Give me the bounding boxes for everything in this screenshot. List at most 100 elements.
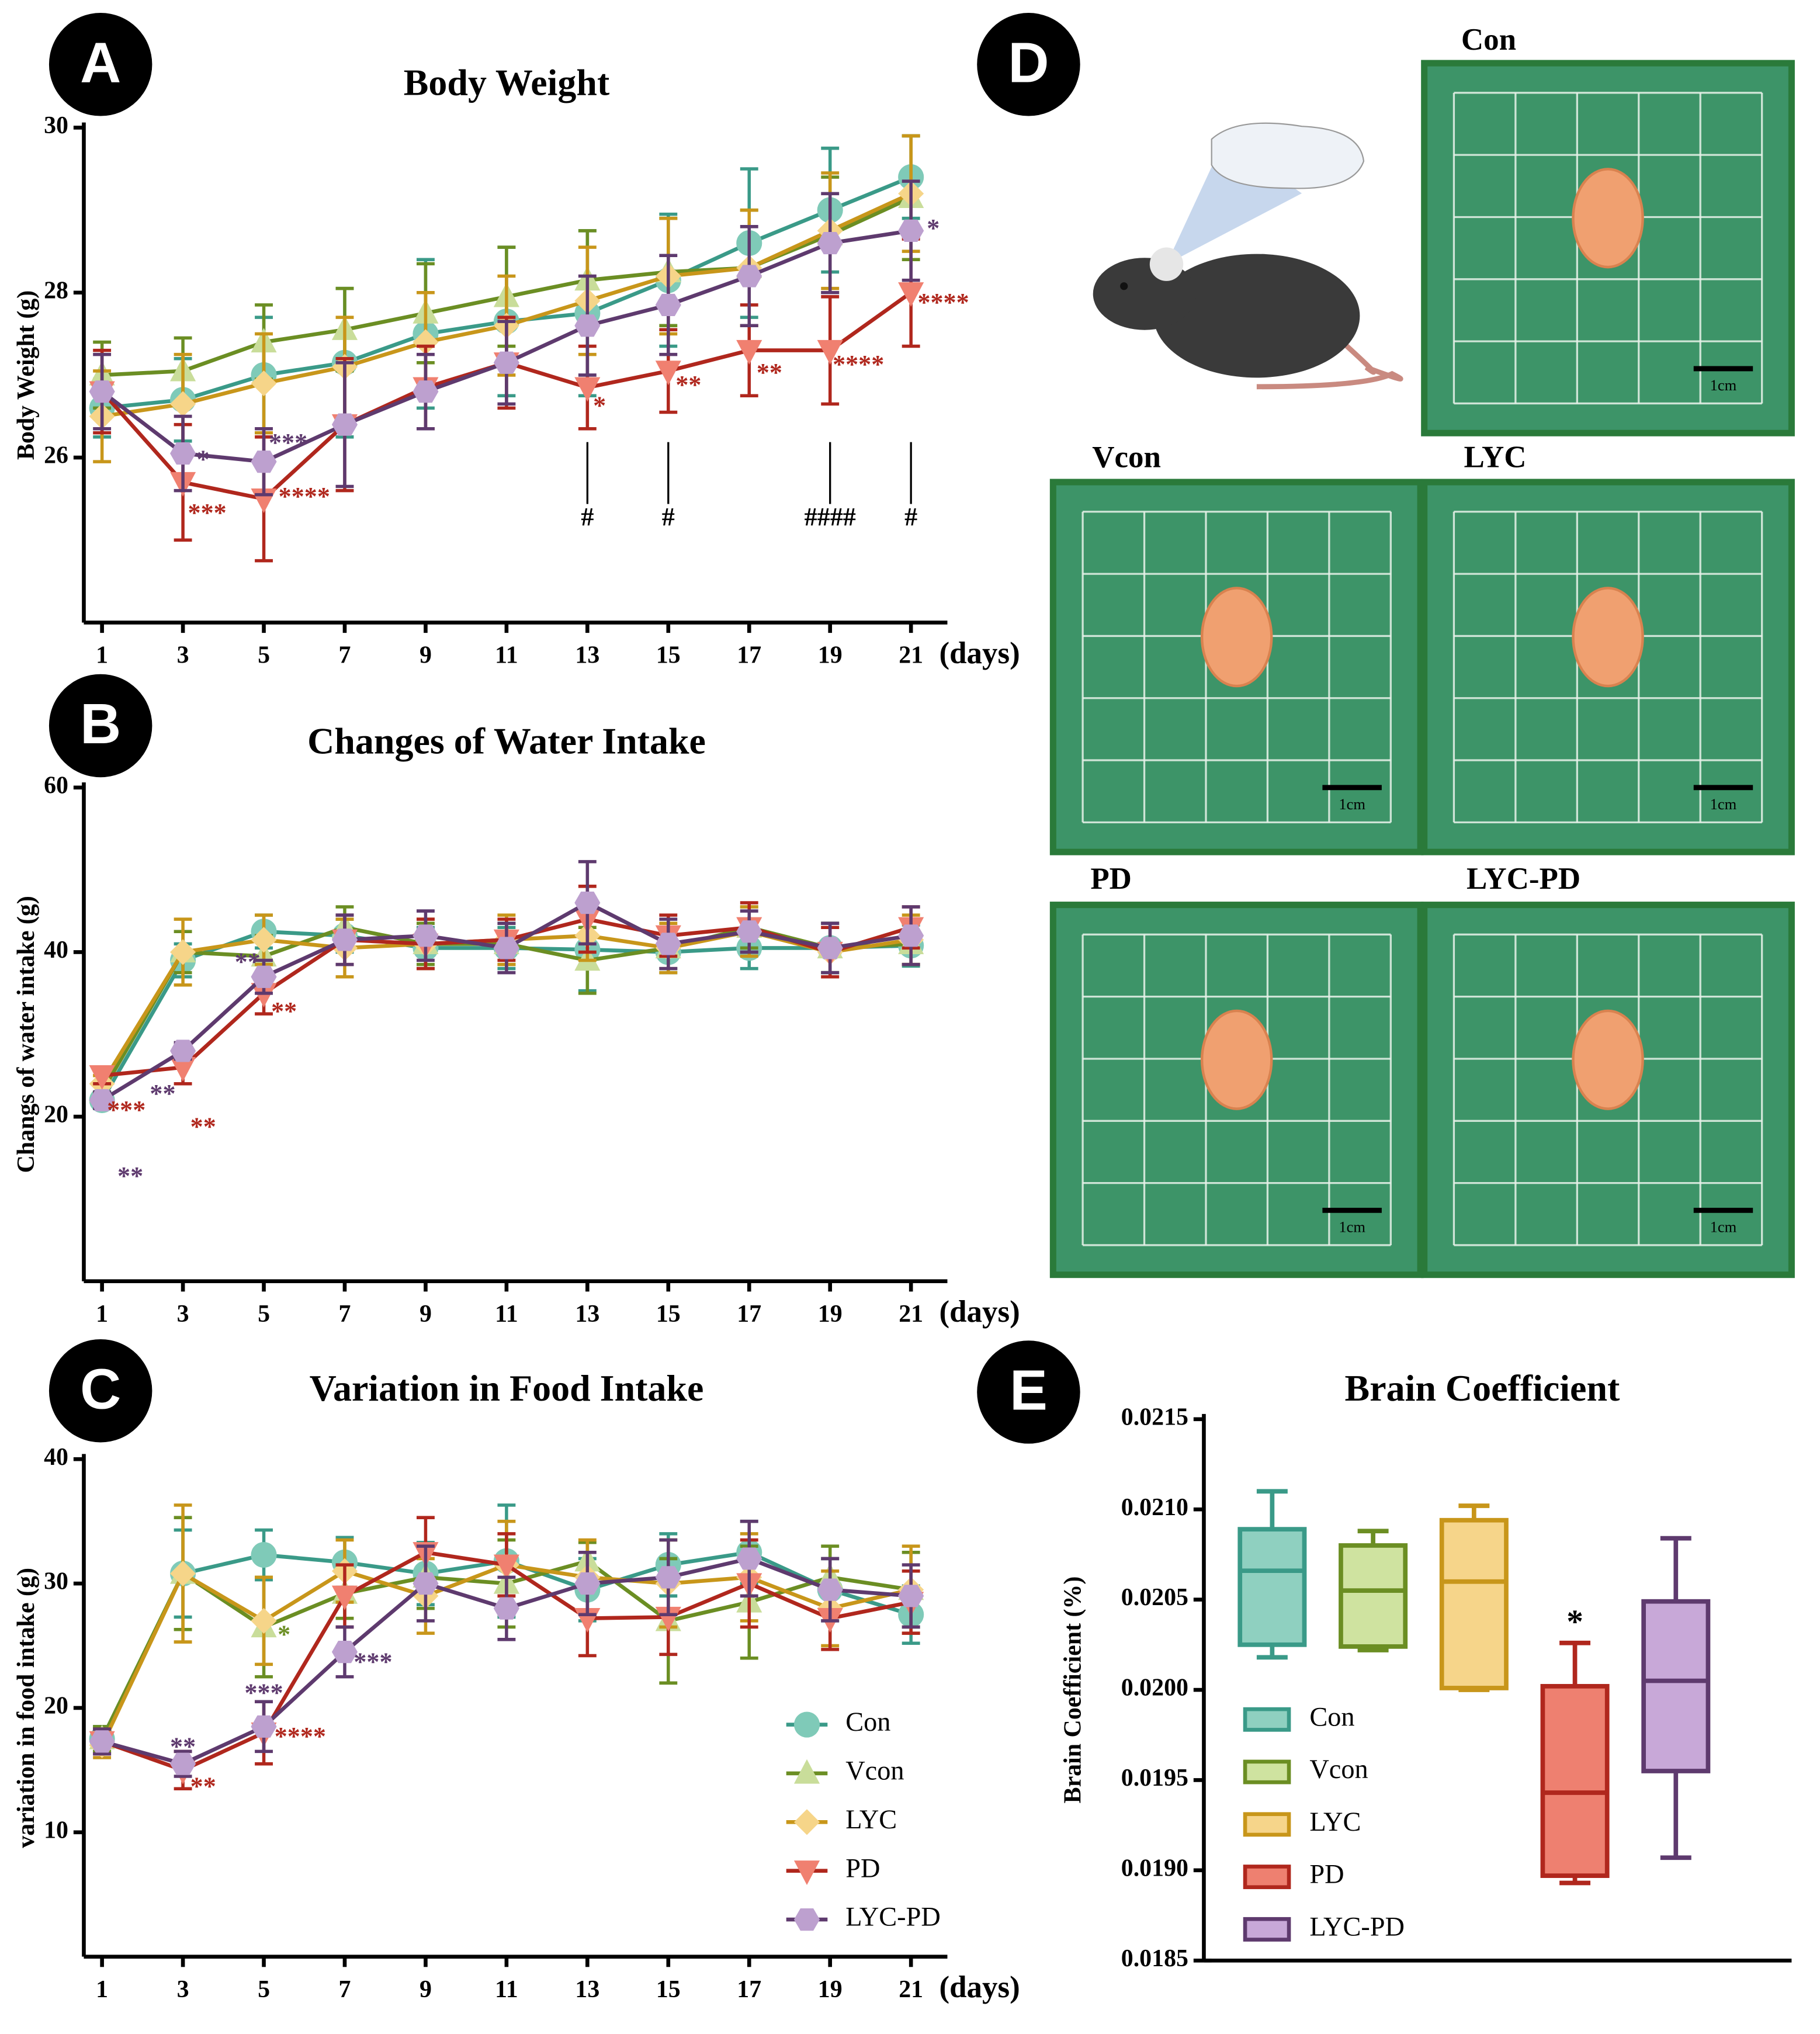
annotation: *** (244, 1679, 283, 1707)
legend-label: LYC-PD (1309, 1912, 1405, 1942)
annotation: ** (190, 1772, 216, 1800)
x-tick-label: 1 (96, 1976, 108, 2003)
x-tick-label: 1 (96, 1301, 108, 1328)
marker (170, 939, 196, 965)
group-label: Con (1461, 23, 1516, 57)
annotation: ** (757, 358, 782, 387)
whisker (1660, 1536, 1691, 1860)
brain-photo (1572, 168, 1644, 269)
legend-swatch (1243, 1707, 1291, 1732)
x-tick-label: 17 (737, 642, 761, 669)
whisker (1357, 1529, 1389, 1652)
x-tick-label: 17 (737, 1976, 761, 2003)
marker (817, 231, 843, 255)
marker (817, 937, 843, 959)
x-tick-label: 13 (575, 1301, 599, 1328)
marker (331, 928, 358, 951)
x-tick-label: 11 (495, 1301, 518, 1328)
marker (251, 370, 277, 397)
box (1540, 1683, 1610, 1878)
marker (493, 351, 519, 374)
annotation: ** (117, 1162, 143, 1190)
marker (655, 293, 681, 317)
marker (331, 1640, 358, 1664)
x-tick-label: 21 (899, 642, 923, 669)
x-tick-label: 5 (258, 1976, 270, 2003)
legend-swatch (1243, 1865, 1291, 1890)
annotation: ** (271, 997, 297, 1025)
group-label: LYC (1464, 441, 1527, 474)
x-tick-label: 5 (258, 1301, 270, 1328)
annotation: *** (188, 498, 227, 527)
marker (574, 891, 601, 914)
marker (412, 924, 439, 947)
y-tick-label: 30 (44, 1568, 68, 1595)
box (1641, 1599, 1711, 1773)
legend-marker (793, 1759, 820, 1784)
annotation: # (904, 503, 917, 531)
marker (251, 1607, 277, 1634)
x-tick-label: 17 (737, 1301, 761, 1328)
marker (170, 442, 196, 465)
x-tick-label: 19 (818, 642, 843, 669)
marker (412, 380, 439, 403)
y-tick-label: 26 (44, 442, 68, 469)
y-tick-label: 28 (44, 277, 68, 304)
panel-letter: C (80, 1357, 121, 1420)
x-tick-label: 19 (818, 1976, 843, 2003)
annotation: * (927, 214, 940, 242)
mouse-body (1153, 254, 1360, 378)
marker (251, 983, 277, 1008)
panel-letter: D (1008, 30, 1049, 94)
x-tick-label: 19 (818, 1301, 843, 1328)
x-tick-label: 21 (899, 1976, 923, 2003)
marker (412, 329, 439, 355)
scale-label: 1cm (1339, 795, 1365, 813)
y-axis-label: variation in food intake (g) (13, 1568, 40, 1848)
legend-swatch (1243, 1812, 1291, 1837)
marker (412, 1572, 439, 1595)
legend-marker (793, 1711, 820, 1738)
box (1237, 1527, 1307, 1647)
legend-marker (793, 1908, 820, 1931)
annotation: ** (675, 370, 701, 399)
marker (574, 377, 601, 402)
x-tick-label: 7 (339, 1976, 351, 2003)
group-label: LYC-PD (1467, 862, 1580, 896)
x-tick-label: 3 (177, 642, 189, 669)
annotation: * (1566, 1603, 1583, 1640)
marker (493, 937, 519, 959)
legend-marker (793, 1860, 820, 1885)
x-tick-label: 15 (656, 642, 681, 669)
annotation: *** (269, 428, 307, 457)
y-tick-label: 20 (44, 1693, 68, 1720)
x-tick-label: 7 (339, 1301, 351, 1328)
marker (89, 1065, 115, 1090)
marker (898, 219, 924, 242)
marker (736, 265, 762, 287)
box (1439, 1517, 1509, 1690)
x-axis-label: (days) (939, 1295, 1020, 1329)
x-tick-label: 7 (339, 642, 351, 669)
x-axis-label: (days) (939, 636, 1020, 670)
legend-label: PD (1309, 1860, 1344, 1890)
x-tick-label: 11 (495, 642, 518, 669)
y-tick-label: 0.0215 (1121, 1404, 1188, 1430)
annotation: *** (107, 1096, 145, 1124)
annotation: * (593, 391, 606, 420)
x-tick-label: 9 (420, 1301, 432, 1328)
annotation: # (662, 503, 675, 531)
marker (493, 1554, 519, 1579)
y-tick-label: 0.0190 (1121, 1855, 1188, 1881)
marker (170, 391, 196, 417)
y-tick-label: 0.0185 (1121, 1945, 1188, 1972)
y-tick-label: 0.0200 (1121, 1675, 1188, 1702)
legend-swatch (1243, 1917, 1291, 1942)
annotation: * (278, 1620, 290, 1649)
marker (655, 361, 681, 386)
whisker (1256, 1489, 1288, 1660)
annotation: **** (833, 350, 884, 379)
x-tick-label: 5 (258, 642, 270, 669)
legend-swatch (1243, 1759, 1291, 1784)
brain-photo (1200, 587, 1273, 688)
